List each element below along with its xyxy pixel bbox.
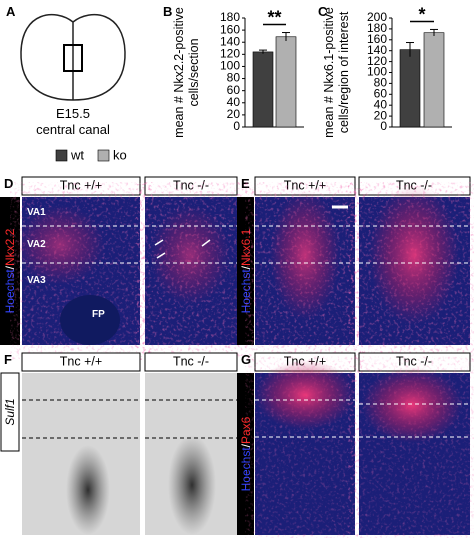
stain-part: Nkx6.1: [239, 228, 253, 266]
header-box: [21, 176, 141, 196]
y-tick-label: 140: [367, 43, 387, 57]
error-bar: [430, 28, 438, 36]
y-tick-label: 140: [220, 34, 240, 48]
stain-part: Hoechst: [239, 269, 253, 314]
micrograph: [255, 360, 355, 535]
header: Tnc +/+: [60, 178, 102, 192]
stain-label: Sulf1: [3, 398, 17, 425]
y-tick-label: 160: [367, 32, 387, 46]
region-label: FP: [92, 309, 105, 320]
legend-swatch: [97, 149, 110, 162]
y-tick-label: 200: [367, 10, 387, 24]
significance-label: **: [267, 8, 281, 28]
spinal-cord-outline: [20, 13, 126, 101]
panel-label: B: [163, 4, 172, 19]
stain-part: /: [239, 265, 253, 269]
panel-label: C: [318, 4, 328, 19]
bar: [275, 36, 297, 128]
stage-label: E15.5: [56, 106, 90, 121]
y-tick-label: 100: [367, 65, 387, 79]
header: Tnc -/-: [396, 354, 432, 368]
micrograph: [359, 367, 470, 535]
y-tick-label: 80: [374, 76, 388, 90]
panel-label: E: [241, 176, 250, 191]
y-tick-label: 20: [374, 108, 388, 122]
panel-label: F: [4, 352, 12, 367]
y-tick-label: 0: [233, 119, 240, 133]
micrograph: [145, 197, 237, 345]
y-tick-label: 180: [220, 10, 240, 24]
region-label: central canal: [36, 122, 110, 137]
micrograph: [145, 373, 237, 535]
region-label: VA2: [27, 239, 46, 250]
y-tick-label: 120: [220, 47, 240, 61]
legend-label: ko: [113, 147, 127, 162]
stain-label: Hoechst/Pax6: [239, 416, 253, 491]
legend-swatch: [55, 149, 68, 162]
region-label: VA3: [27, 275, 46, 286]
error-bar: [406, 42, 414, 57]
header: Tnc -/-: [173, 178, 209, 192]
header: Tnc -/-: [173, 354, 209, 368]
y-tick-label: 40: [374, 97, 388, 111]
y-tick-label: 40: [227, 95, 241, 109]
stain-strip: [237, 197, 254, 345]
header: Tnc +/+: [284, 178, 326, 192]
y-tick-label: 60: [374, 86, 388, 100]
y-tick-label: 180: [367, 21, 387, 35]
header: Tnc +/+: [60, 354, 102, 368]
y-axis-label: cells/section: [187, 38, 201, 106]
y-tick-label: 80: [227, 71, 241, 85]
y-tick-label: 120: [367, 54, 387, 68]
y-tick-label: 20: [227, 107, 241, 121]
stain-label: Hoechst/Nkx2.2: [3, 228, 17, 313]
bar: [399, 49, 421, 128]
error-bar: [282, 32, 290, 42]
panel-label: G: [241, 352, 251, 367]
stain-part: Hoechst: [3, 269, 17, 314]
header-box: [21, 352, 141, 372]
stain-part: Pax6: [239, 416, 253, 444]
region-label: VA1: [27, 207, 46, 218]
stain-part: /: [239, 443, 253, 447]
header-box: [144, 176, 238, 196]
bar: [423, 32, 445, 128]
legend-label: wt: [70, 147, 84, 162]
y-axis-label: mean # Nkx6.1-positive: [322, 7, 336, 138]
panel-label: A: [6, 4, 16, 19]
panel-label: D: [4, 176, 13, 191]
stain-strip: [237, 373, 254, 535]
header-box: [144, 352, 238, 372]
y-tick-label: 100: [220, 59, 240, 73]
stain-part: Hoechst: [239, 447, 253, 492]
micrograph: [22, 373, 140, 535]
stain-box: [0, 372, 20, 452]
y-tick-label: 60: [227, 83, 241, 97]
y-tick-label: 0: [380, 119, 387, 133]
micrograph: [15, 197, 140, 345]
micrograph: [359, 185, 470, 345]
stain-strip: [0, 197, 20, 345]
error-bar: [259, 49, 267, 54]
stain-label: Hoechst/Nkx6.1: [239, 228, 253, 313]
stain-part: /: [3, 265, 17, 269]
region-box: [63, 44, 83, 72]
stain-part: Nkx2.2: [3, 228, 17, 266]
significance-label: *: [418, 4, 425, 24]
bar: [252, 51, 274, 128]
micrograph: [255, 190, 355, 345]
y-axis-label: cells/region of interest: [337, 11, 351, 133]
y-tick-label: 160: [220, 22, 240, 36]
y-axis-label: mean # Nkx2.2-positive: [172, 7, 186, 138]
